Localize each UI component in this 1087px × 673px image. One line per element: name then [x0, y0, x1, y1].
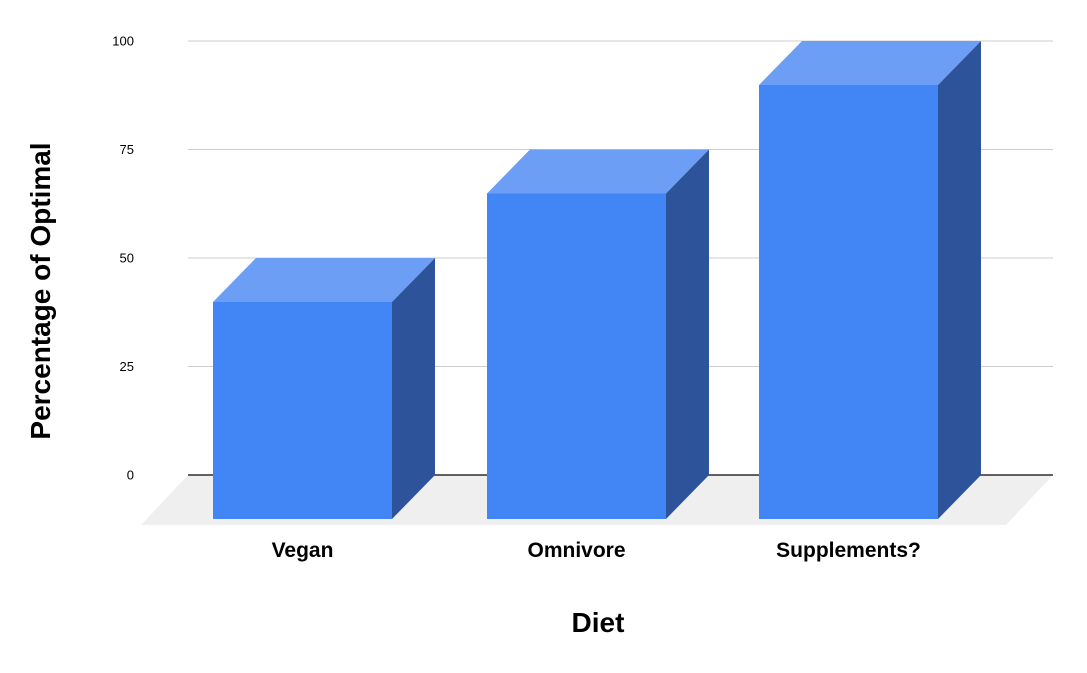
- y-tick-label-0: 0: [127, 468, 134, 483]
- bar-front-supplements: [759, 85, 938, 519]
- bar-side-supplements: [938, 41, 981, 519]
- y-axis-title: Percentage of Optimal: [25, 142, 56, 439]
- bar-side-omnivore: [666, 149, 709, 519]
- x-category-label-supplements: Supplements?: [776, 539, 921, 562]
- bar-front-omnivore: [487, 193, 666, 519]
- x-axis-title: Diet: [572, 607, 625, 638]
- bar-front-vegan: [213, 302, 392, 519]
- y-tick-label-100: 100: [112, 34, 134, 49]
- bar-top-supplements: [759, 41, 981, 85]
- y-tick-label-50: 50: [120, 251, 134, 266]
- bar-side-vegan: [392, 258, 435, 519]
- x-category-label-omnivore: Omnivore: [527, 539, 625, 562]
- x-category-label-vegan: Vegan: [272, 539, 334, 562]
- y-tick-label-75: 75: [120, 142, 134, 157]
- y-tick-label-25: 25: [120, 359, 134, 374]
- bar-top-omnivore: [487, 149, 709, 194]
- bar-top-vegan: [213, 258, 435, 302]
